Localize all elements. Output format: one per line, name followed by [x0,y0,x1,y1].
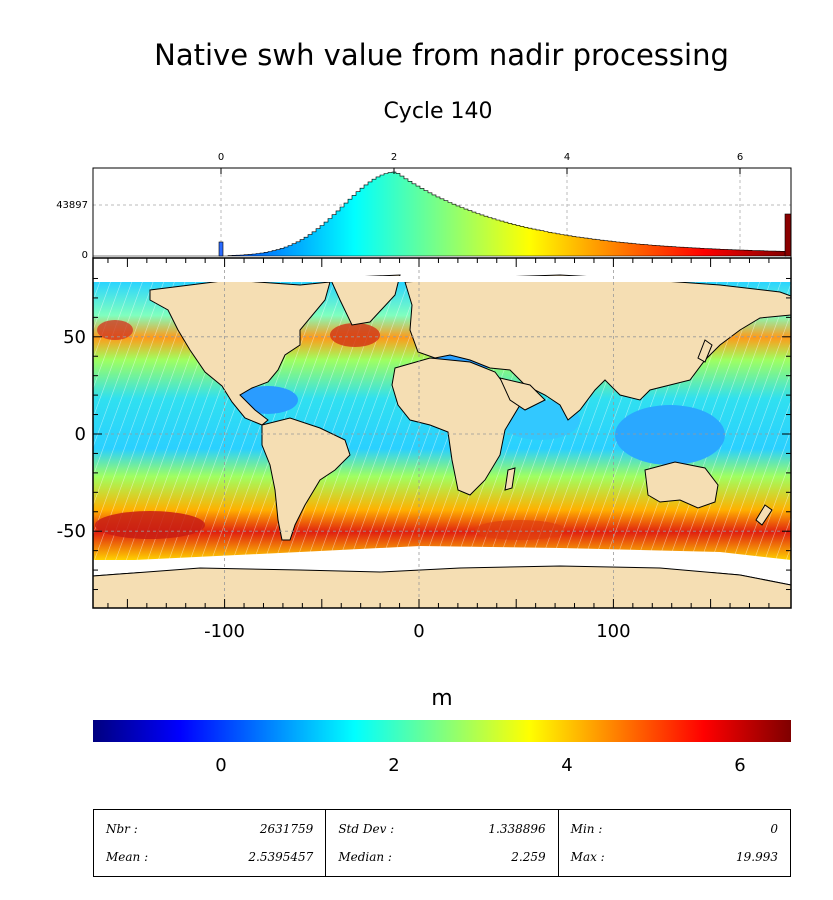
map-grid [93,258,791,608]
arabian-sea [500,400,580,440]
map-x-tick-label: 0 [413,621,424,642]
mean-value: 2.5395457 [248,850,314,864]
madagascar [504,467,516,491]
australia [644,461,719,509]
min-value: 0 [770,822,778,836]
min-label: Min : [570,822,603,836]
histogram-distribution [93,171,789,257]
colorbar-tick-label: 2 [388,755,399,776]
new-zealand [755,504,773,526]
map-x-tick-label: 100 [596,621,630,642]
colorbar-tick-label: 6 [734,755,745,776]
gulf-of-mexico [238,386,298,414]
colorbar: m 0 2 4 6 [93,686,791,776]
indonesian-seas [615,405,725,465]
histogram-panel: 0 2 4 6 43897 0 [56,152,792,261]
histogram-zero-spike [218,241,224,257]
colorbar-gradient [93,720,791,742]
map-x-tick-labels: -100 0 100 [204,621,630,642]
greenland [329,274,401,326]
median-value: 2.259 [511,850,546,864]
north-atlantic-high-waves [330,323,380,347]
antarctica-coast [93,565,791,608]
histogram-x-tick-label: 4 [564,152,570,163]
mean-label: Mean : [106,850,149,864]
stats-column-range: Min : 0 Max : 19.993 [559,810,790,876]
histogram-x-tick-label: 2 [391,152,397,163]
colorbar-unit-label: m [431,686,452,711]
antarctic-no-data [93,546,791,572]
colorbar-tick-label: 0 [215,755,226,776]
north-america [149,279,331,426]
map-y-tick-labels: 50 0 -50 [57,327,86,542]
arctic-no-data [93,276,791,282]
south-indian-high-waves [475,520,565,540]
map-y-tick-label: 0 [75,424,86,445]
africa [391,357,521,496]
histogram-bars [93,171,791,257]
figure-title: Native swh value from nadir processing [154,38,729,72]
histogram-x-tick-label: 0 [218,152,224,163]
histogram-y-tick-label: 43897 [56,200,88,211]
map-y-tick-label: -50 [57,521,86,542]
map-panel: -100 0 100 50 0 -50 [57,257,792,642]
arabian-peninsula [499,377,546,411]
stats-column-spread: Std Dev : 1.338896 Median : 2.259 [326,810,559,876]
statistics-table: Nbr : 2631759 Mean : 2.5395457 Std Dev : 1.… [93,809,791,877]
nbr-label: Nbr : [106,822,138,836]
max-label: Max : [570,850,605,864]
max-value: 19.993 [735,850,778,864]
std-label: Std Dev : [338,822,395,836]
north-pacific-high-waves [97,320,133,340]
histogram-y-tick-label: 0 [82,250,88,261]
map-x-tick-label: -100 [204,621,245,642]
median-label: Median : [338,850,392,864]
nbr-value: 2631759 [259,822,314,836]
map-y-tick-label: 50 [63,327,86,348]
std-value: 1.338896 [488,822,546,836]
histogram-overflow-bin [784,213,791,257]
histogram-x-ticks: 0 2 4 6 [218,152,743,174]
europe-asia [404,274,791,421]
southern-ocean-high-waves [95,511,205,539]
map-ticks [93,258,791,608]
figure-subtitle: Cycle 140 [383,99,493,124]
japan [697,339,713,363]
histogram-x-tick-label: 6 [737,152,743,163]
south-america [261,417,351,541]
colorbar-tick-labels: 0 2 4 6 [215,755,745,776]
stats-column-count: Nbr : 2631759 Mean : 2.5395457 [94,810,327,876]
map-frame [92,257,792,609]
colorbar-tick-label: 4 [561,755,572,776]
